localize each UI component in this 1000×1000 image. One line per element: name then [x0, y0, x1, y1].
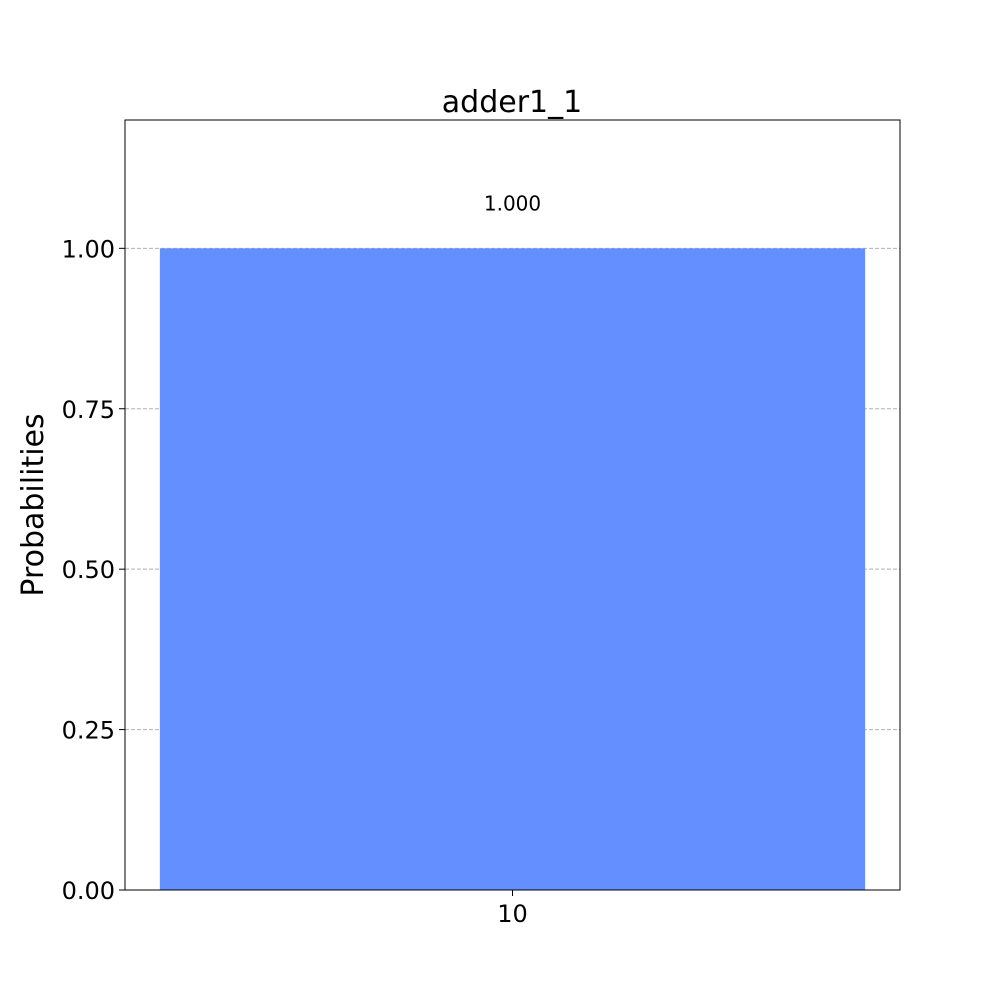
data-labels: 1.000 [484, 191, 541, 215]
y-axis: 0.00 0.25 0.50 0.75 1.00 [62, 235, 125, 905]
x-axis: 10 [497, 890, 528, 928]
chart-title: adder1_1 [442, 85, 582, 120]
y-axis-label: Probabilities [16, 413, 51, 596]
x-tick-label: 10 [497, 900, 528, 928]
bar-layer [159, 248, 866, 891]
y-tick-label: 0.75 [62, 396, 115, 424]
bar [159, 248, 866, 891]
y-tick-label: 1.00 [62, 235, 115, 263]
y-tick-label: 0.50 [62, 556, 115, 584]
bar-value-label: 1.000 [484, 191, 541, 215]
y-tick-label: 0.25 [62, 717, 115, 745]
y-tick-label: 0.00 [62, 877, 115, 905]
